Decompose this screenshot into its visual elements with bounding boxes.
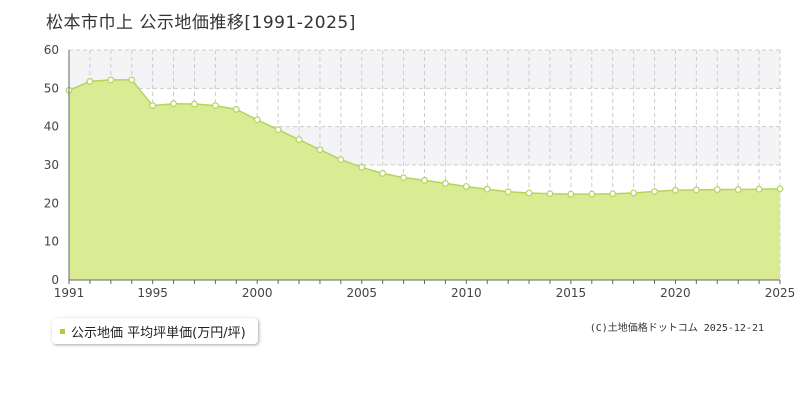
x-tick-label: 1995 [137, 286, 168, 300]
x-tick-label: 2000 [242, 286, 273, 300]
data-point [672, 186, 679, 194]
series-points [65, 76, 784, 198]
data-point [692, 186, 700, 194]
axes [68, 50, 781, 284]
data-point [379, 170, 387, 177]
data-point [358, 163, 366, 171]
data-point [421, 176, 428, 184]
data-point [546, 190, 554, 198]
legend-label: 公示地価 平均坪単価(万円/坪) [71, 325, 246, 341]
y-tick-label: 20 [44, 196, 59, 210]
data-point [211, 102, 219, 109]
data-point [462, 183, 470, 190]
x-tick-label: 2015 [556, 286, 587, 300]
y-tick-label: 50 [44, 81, 59, 95]
y-tick-label: 30 [44, 158, 59, 172]
y-tick-label: 10 [44, 235, 59, 249]
data-point [295, 136, 303, 144]
data-point [525, 189, 533, 197]
data-point [588, 190, 596, 198]
data-point [400, 174, 407, 182]
legend-swatch [60, 328, 65, 334]
data-point [232, 106, 240, 113]
series-area [69, 79, 780, 281]
data-point [170, 100, 177, 108]
data-point [609, 190, 617, 198]
y-tick-label: 40 [44, 120, 59, 134]
data-point [755, 185, 763, 193]
x-tick-label: 2010 [451, 286, 482, 300]
data-point [337, 156, 345, 164]
area-chart: 0 10 20 30 40 50 60 1991 1995 2000 2005 2010 2015 20… [44, 43, 796, 300]
data-point [483, 185, 491, 193]
data-point [713, 186, 721, 193]
data-point [734, 186, 742, 193]
x-tick-labels: 1991 1995 2000 2005 2010 2015 2020 2025 [54, 286, 796, 300]
y-tick-label: 60 [44, 43, 59, 57]
copyright-text: (C)土地価格ドットコム 2025-12-21 [589, 323, 764, 334]
data-point [86, 78, 94, 85]
x-tick-label: 2025 [765, 286, 796, 300]
data-point [630, 189, 638, 197]
data-point [776, 185, 784, 193]
grid-band [69, 50, 780, 89]
data-point [128, 76, 136, 84]
y-tick-labels: 0 10 20 30 40 50 60 [44, 43, 59, 287]
data-point [567, 190, 575, 198]
chart-title: 松本市巾上 公示地価推移[1991-2025] [46, 13, 356, 33]
x-tick-label: 2005 [346, 286, 377, 300]
data-point [191, 100, 198, 108]
y-tick-label: 0 [51, 273, 59, 287]
data-point [442, 179, 449, 187]
data-point [651, 188, 658, 195]
data-point [253, 116, 261, 124]
data-point [149, 102, 157, 109]
data-point [274, 126, 282, 134]
data-point [504, 188, 512, 196]
data-point [316, 146, 324, 154]
data-point [107, 76, 115, 84]
x-tick-label: 1991 [54, 286, 85, 300]
x-tick-label: 2020 [660, 286, 691, 300]
legend: 公示地価 平均坪単価(万円/坪) [52, 318, 258, 344]
